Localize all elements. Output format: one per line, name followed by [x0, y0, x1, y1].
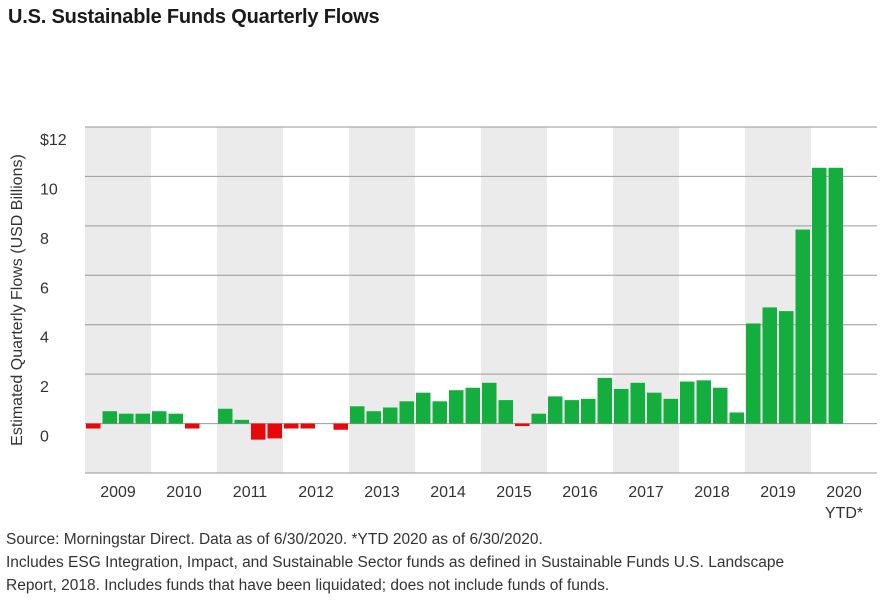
x-tick-2011: 2011 [233, 484, 268, 501]
x-tick-2017: 2017 [628, 484, 664, 501]
x-tick-2015: 2015 [496, 484, 532, 501]
bar-2009-q3 [119, 413, 134, 424]
x-tick-2012: 2012 [298, 484, 334, 501]
y-tick-8: 8 [40, 231, 49, 248]
y-tick-4: 4 [40, 330, 49, 347]
bar-2019-q1 [746, 323, 761, 424]
bar-2017-q2 [630, 382, 645, 424]
y-tick-10: 10 [40, 181, 58, 198]
x-axis-ticks: 2009 2010 2011 2012 2013 2014 2015 2016 2017 2018… [100, 484, 863, 522]
bars [86, 167, 843, 440]
bar-2013-q3 [383, 407, 398, 424]
scope-note-line-1: Includes ESG Integration, Impact, and Su… [6, 554, 785, 571]
bar-2014-q4 [465, 387, 480, 424]
y-axis-label: Estimated Quarterly Flows (USD Billions) [9, 154, 26, 446]
bar-2020-q1 [812, 167, 827, 424]
bar-2016-q4 [597, 377, 612, 424]
bar-2012-q1 [284, 423, 299, 429]
bar-2019-q3 [779, 311, 794, 424]
bar-2011-q3 [251, 423, 266, 440]
bar-2019-q2 [762, 307, 777, 424]
x-tick-sublabel-2020: YTD* [825, 505, 863, 522]
bar-2010-q1 [152, 411, 167, 424]
bar-2018-q1 [680, 381, 695, 424]
bar-2010-q3 [185, 423, 200, 429]
bar-2013-q1 [350, 406, 365, 424]
bar-2009-q1 [86, 423, 101, 429]
bar-2014-q1 [416, 392, 431, 424]
bar-2020-q2 [828, 167, 843, 424]
bar-2012-q4 [333, 423, 348, 430]
bar-2019-q4 [795, 229, 810, 424]
y-tick-2: 2 [40, 379, 49, 396]
bar-2011-q4 [267, 423, 282, 439]
bar-2018-q2 [696, 380, 711, 424]
bar-2009-q4 [135, 413, 150, 424]
bar-2017-q1 [614, 388, 629, 424]
bar-2017-q4 [663, 398, 678, 424]
bar-2013-q4 [399, 401, 414, 424]
y-tick-0: 0 [40, 429, 49, 446]
y-axis-ticks: $12 10 8 6 4 2 0 [40, 132, 67, 446]
bar-2016-q2 [564, 400, 579, 424]
bar-2015-q4 [531, 413, 546, 424]
x-tick-2018: 2018 [694, 484, 730, 501]
x-tick-2019: 2019 [760, 484, 796, 501]
y-tick-6: 6 [40, 280, 49, 297]
x-tick-2016: 2016 [562, 484, 598, 501]
gridlines [85, 126, 877, 474]
x-tick-2020: 2020 [826, 484, 862, 501]
bar-2010-q2 [168, 413, 183, 424]
bar-2009-q2 [102, 411, 117, 424]
bar-2016-q3 [581, 398, 596, 424]
bar-2015-q1 [482, 382, 497, 424]
source-note: Source: Morningstar Direct. Data as of 6… [6, 531, 543, 548]
bar-2016-q1 [548, 396, 563, 424]
bar-2015-q3 [515, 423, 530, 427]
bar-2014-q2 [432, 401, 447, 424]
bar-2011-q2 [234, 419, 249, 424]
bar-2018-q4 [729, 412, 744, 424]
bar-2013-q2 [366, 411, 381, 424]
chart-title: U.S. Sustainable Funds Quarterly Flows [8, 6, 380, 28]
x-tick-2009: 2009 [100, 484, 136, 501]
bar-2018-q3 [713, 387, 728, 424]
y-tick-12: $12 [40, 132, 67, 149]
bar-2011-q1 [218, 408, 233, 424]
bar-2012-q2 [300, 423, 315, 429]
x-tick-2013: 2013 [364, 484, 400, 501]
bar-2015-q2 [498, 400, 513, 424]
bar-2014-q3 [449, 390, 464, 424]
bar-2017-q3 [647, 392, 662, 424]
x-tick-2010: 2010 [166, 484, 202, 501]
scope-note-line-2: Report, 2018. Includes funds that have b… [6, 577, 610, 594]
x-tick-2014: 2014 [430, 484, 466, 501]
footnotes: Source: Morningstar Direct. Data as of 6… [6, 528, 882, 597]
